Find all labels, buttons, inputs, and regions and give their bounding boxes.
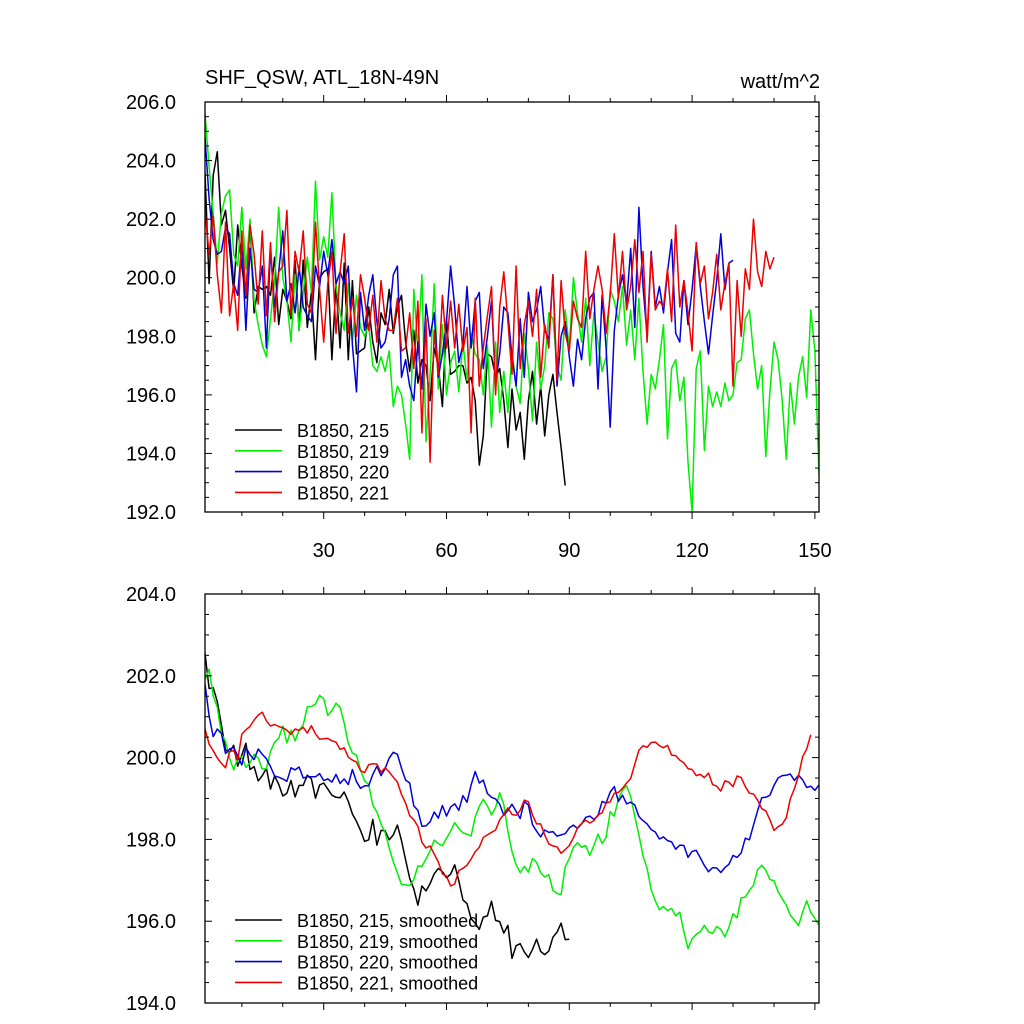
legend-label-220: B1850, 220 [297,463,389,483]
y-tick-label: 204.0 [126,151,176,173]
y-tick-label: 194.0 [126,993,176,1015]
series-line-221 [205,209,775,463]
plot-area [205,113,819,512]
series-line-220 [205,683,819,874]
legend-label-219: B1850, 219, smoothed [297,932,478,952]
y-tick-label: 198.0 [126,326,176,348]
y-tick-label: 192.0 [126,502,176,524]
legend-label-221: B1850, 221, smoothed [297,973,478,993]
x-tick-label: 150 [798,540,831,562]
bottom-panel-smoothed: 194.0 196.0 198.0 200.0 202.0 204.0 B1850, 215… [126,584,820,1015]
y-tick-label: 202.0 [126,666,176,688]
y-tick-label: 206.0 [126,92,176,114]
x-tick-label: 90 [558,540,580,562]
units-label: watt/m^2 [740,71,820,93]
y-tick-label: 202.0 [126,209,176,231]
y-tick-label: 194.0 [126,443,176,465]
x-tick-label: 120 [675,540,708,562]
y-tick-label: 200.0 [126,268,176,290]
legend-label-221: B1850, 221 [297,483,389,503]
y-tick-label: 196.0 [126,911,176,933]
legend-label-220: B1850, 220, smoothed [297,953,478,973]
y-tick-label: 200.0 [126,748,176,770]
x-tick-label: 30 [313,540,335,562]
y-tick-label: 204.0 [126,584,176,606]
x-tick-label: 60 [435,540,457,562]
top-panel-raw: 192.0 194.0 196.0 198.0 200.0 202.0 204.0 206.0… [126,92,832,562]
series-line-221 [205,711,812,887]
chart-title: SHF_QSW, ATL_18N-49N [205,67,439,89]
y-tick-label: 198.0 [126,829,176,851]
legend-label-219: B1850, 219 [297,442,389,462]
legend-label-215: B1850, 215, smoothed [297,911,478,931]
legend-label-215: B1850, 215 [297,421,389,441]
plot-area [205,653,819,960]
y-tick-label: 196.0 [126,385,176,407]
series-line-219 [205,668,819,950]
